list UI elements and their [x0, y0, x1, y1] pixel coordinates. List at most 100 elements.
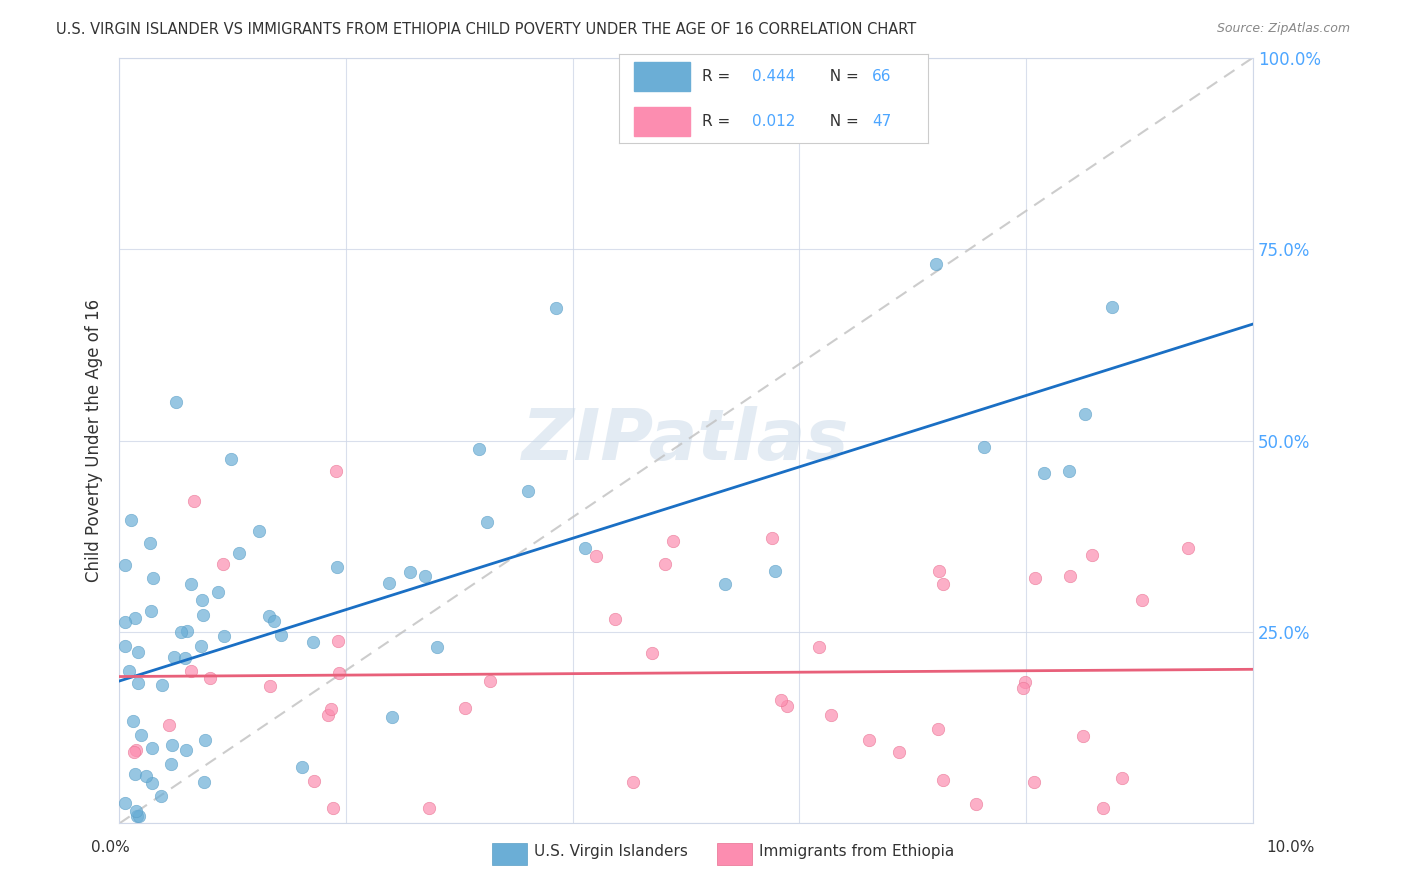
Point — [574, 541, 596, 555]
Point — [328, 634, 350, 648]
Point — [858, 733, 880, 747]
Point — [516, 483, 538, 498]
Point — [149, 789, 172, 803]
Point — [117, 664, 139, 678]
Point — [1130, 592, 1153, 607]
Point — [820, 708, 842, 723]
Text: 0.012: 0.012 — [752, 114, 794, 128]
Point — [319, 702, 342, 716]
Point — [219, 452, 242, 467]
Point — [769, 692, 792, 706]
Point — [1057, 465, 1080, 479]
Point — [927, 722, 949, 736]
Point — [713, 576, 735, 591]
Point — [399, 566, 422, 580]
Point — [191, 608, 214, 623]
Point — [180, 664, 202, 678]
Point — [808, 640, 831, 655]
Point — [114, 796, 136, 810]
Point — [413, 569, 436, 583]
Point — [932, 576, 955, 591]
Point — [129, 728, 152, 742]
Text: 10.0%: 10.0% — [1267, 840, 1315, 855]
Point — [304, 773, 326, 788]
Point — [157, 718, 180, 732]
Point — [159, 756, 181, 771]
Point — [426, 640, 449, 655]
Bar — [634, 62, 690, 91]
Point — [973, 441, 995, 455]
Point — [965, 797, 987, 811]
Text: R =: R = — [702, 70, 735, 84]
Point — [316, 708, 339, 723]
Point — [479, 674, 502, 689]
Point — [247, 524, 270, 539]
Point — [170, 625, 193, 640]
Point — [924, 257, 946, 271]
Point — [322, 801, 344, 815]
Point — [932, 772, 955, 787]
Point — [662, 533, 685, 548]
Point — [1059, 568, 1081, 582]
Text: N =: N = — [820, 70, 863, 84]
Text: 0.444: 0.444 — [752, 70, 794, 84]
Point — [775, 698, 797, 713]
Point — [381, 710, 404, 724]
Point — [114, 639, 136, 653]
Point — [127, 645, 149, 659]
Point — [263, 615, 285, 629]
Text: ZIPatlas: ZIPatlas — [523, 406, 849, 475]
Point — [477, 515, 499, 529]
Point — [467, 442, 489, 456]
Point — [125, 805, 148, 819]
Point — [291, 760, 314, 774]
Point — [176, 624, 198, 638]
Point — [1014, 674, 1036, 689]
Point — [228, 546, 250, 560]
Point — [122, 746, 145, 760]
Point — [160, 738, 183, 752]
Point — [1011, 681, 1033, 696]
Point — [302, 634, 325, 648]
Point — [173, 651, 195, 665]
Point — [763, 564, 786, 578]
Point — [190, 639, 212, 653]
Point — [127, 676, 149, 690]
Point — [1081, 549, 1104, 563]
Point — [1101, 301, 1123, 315]
Point — [124, 767, 146, 781]
Point — [200, 671, 222, 685]
Point — [546, 301, 568, 315]
Text: 0.0%: 0.0% — [91, 840, 131, 855]
Point — [257, 609, 280, 624]
Point — [128, 809, 150, 823]
Point — [183, 493, 205, 508]
Point — [1111, 771, 1133, 785]
Point — [418, 801, 440, 815]
Point — [1022, 775, 1045, 789]
Point — [163, 650, 186, 665]
Point — [259, 680, 281, 694]
Point — [141, 776, 163, 790]
Text: U.S. VIRGIN ISLANDER VS IMMIGRANTS FROM ETHIOPIA CHILD POVERTY UNDER THE AGE OF : U.S. VIRGIN ISLANDER VS IMMIGRANTS FROM … — [56, 22, 917, 37]
Point — [207, 585, 229, 599]
Point — [378, 576, 401, 591]
Text: R =: R = — [702, 114, 740, 128]
Point — [150, 678, 173, 692]
Point — [139, 536, 162, 550]
Point — [174, 743, 197, 757]
Point — [125, 742, 148, 756]
Point — [928, 564, 950, 578]
Point — [180, 577, 202, 591]
Point — [141, 740, 163, 755]
Text: Source: ZipAtlas.com: Source: ZipAtlas.com — [1216, 22, 1350, 36]
Point — [270, 628, 292, 642]
Point — [1177, 541, 1199, 555]
Text: U.S. Virgin Islanders: U.S. Virgin Islanders — [534, 845, 688, 859]
Point — [640, 646, 662, 660]
Text: Immigrants from Ethiopia: Immigrants from Ethiopia — [759, 845, 955, 859]
Point — [1091, 801, 1114, 815]
Point — [139, 604, 162, 618]
Point — [211, 557, 233, 571]
Point — [122, 714, 145, 728]
